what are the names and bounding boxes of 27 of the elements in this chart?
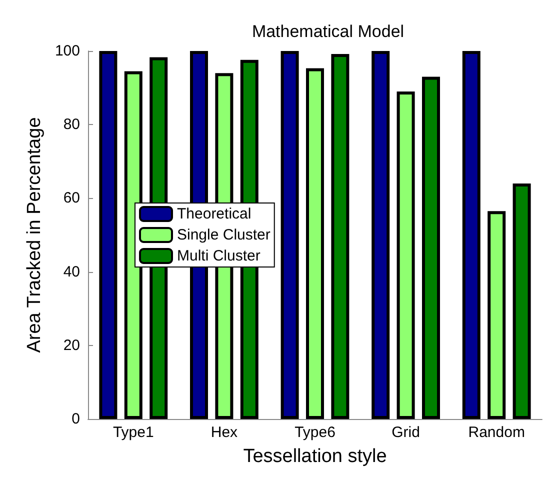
- chart-title: Mathematical Model: [252, 22, 404, 41]
- legend-label: Multi Cluster: [177, 248, 260, 264]
- bar: [488, 211, 506, 419]
- legend-label: Theoretical: [177, 206, 252, 222]
- x-tick-label: Grid: [392, 424, 420, 441]
- legend-label: Single Cluster: [177, 226, 270, 244]
- bar: [512, 183, 531, 419]
- bar: [372, 51, 390, 419]
- bar: [331, 54, 350, 419]
- x-tick-label: Type1: [112, 424, 154, 441]
- bar: [422, 76, 440, 419]
- y-tick-label: 40: [63, 263, 80, 280]
- y-tick-label: 100: [54, 42, 80, 60]
- bar: [462, 51, 480, 419]
- y-axis-title: Area Tracked in Percentage: [24, 117, 46, 353]
- bar: [306, 68, 324, 419]
- y-tick-label: 60: [63, 190, 80, 207]
- bar: [99, 51, 118, 419]
- y-tick-label: 20: [63, 336, 80, 354]
- x-tick-label: Hex: [210, 424, 238, 441]
- y-tick-label: 0: [72, 410, 80, 428]
- x-axis-title: Tessellation style: [243, 446, 387, 467]
- y-tick-label: 80: [63, 116, 80, 134]
- x-tick-label: Random: [468, 424, 525, 441]
- x-tick-label: Type6: [294, 424, 336, 441]
- bar: [396, 91, 415, 419]
- bar: [280, 51, 299, 419]
